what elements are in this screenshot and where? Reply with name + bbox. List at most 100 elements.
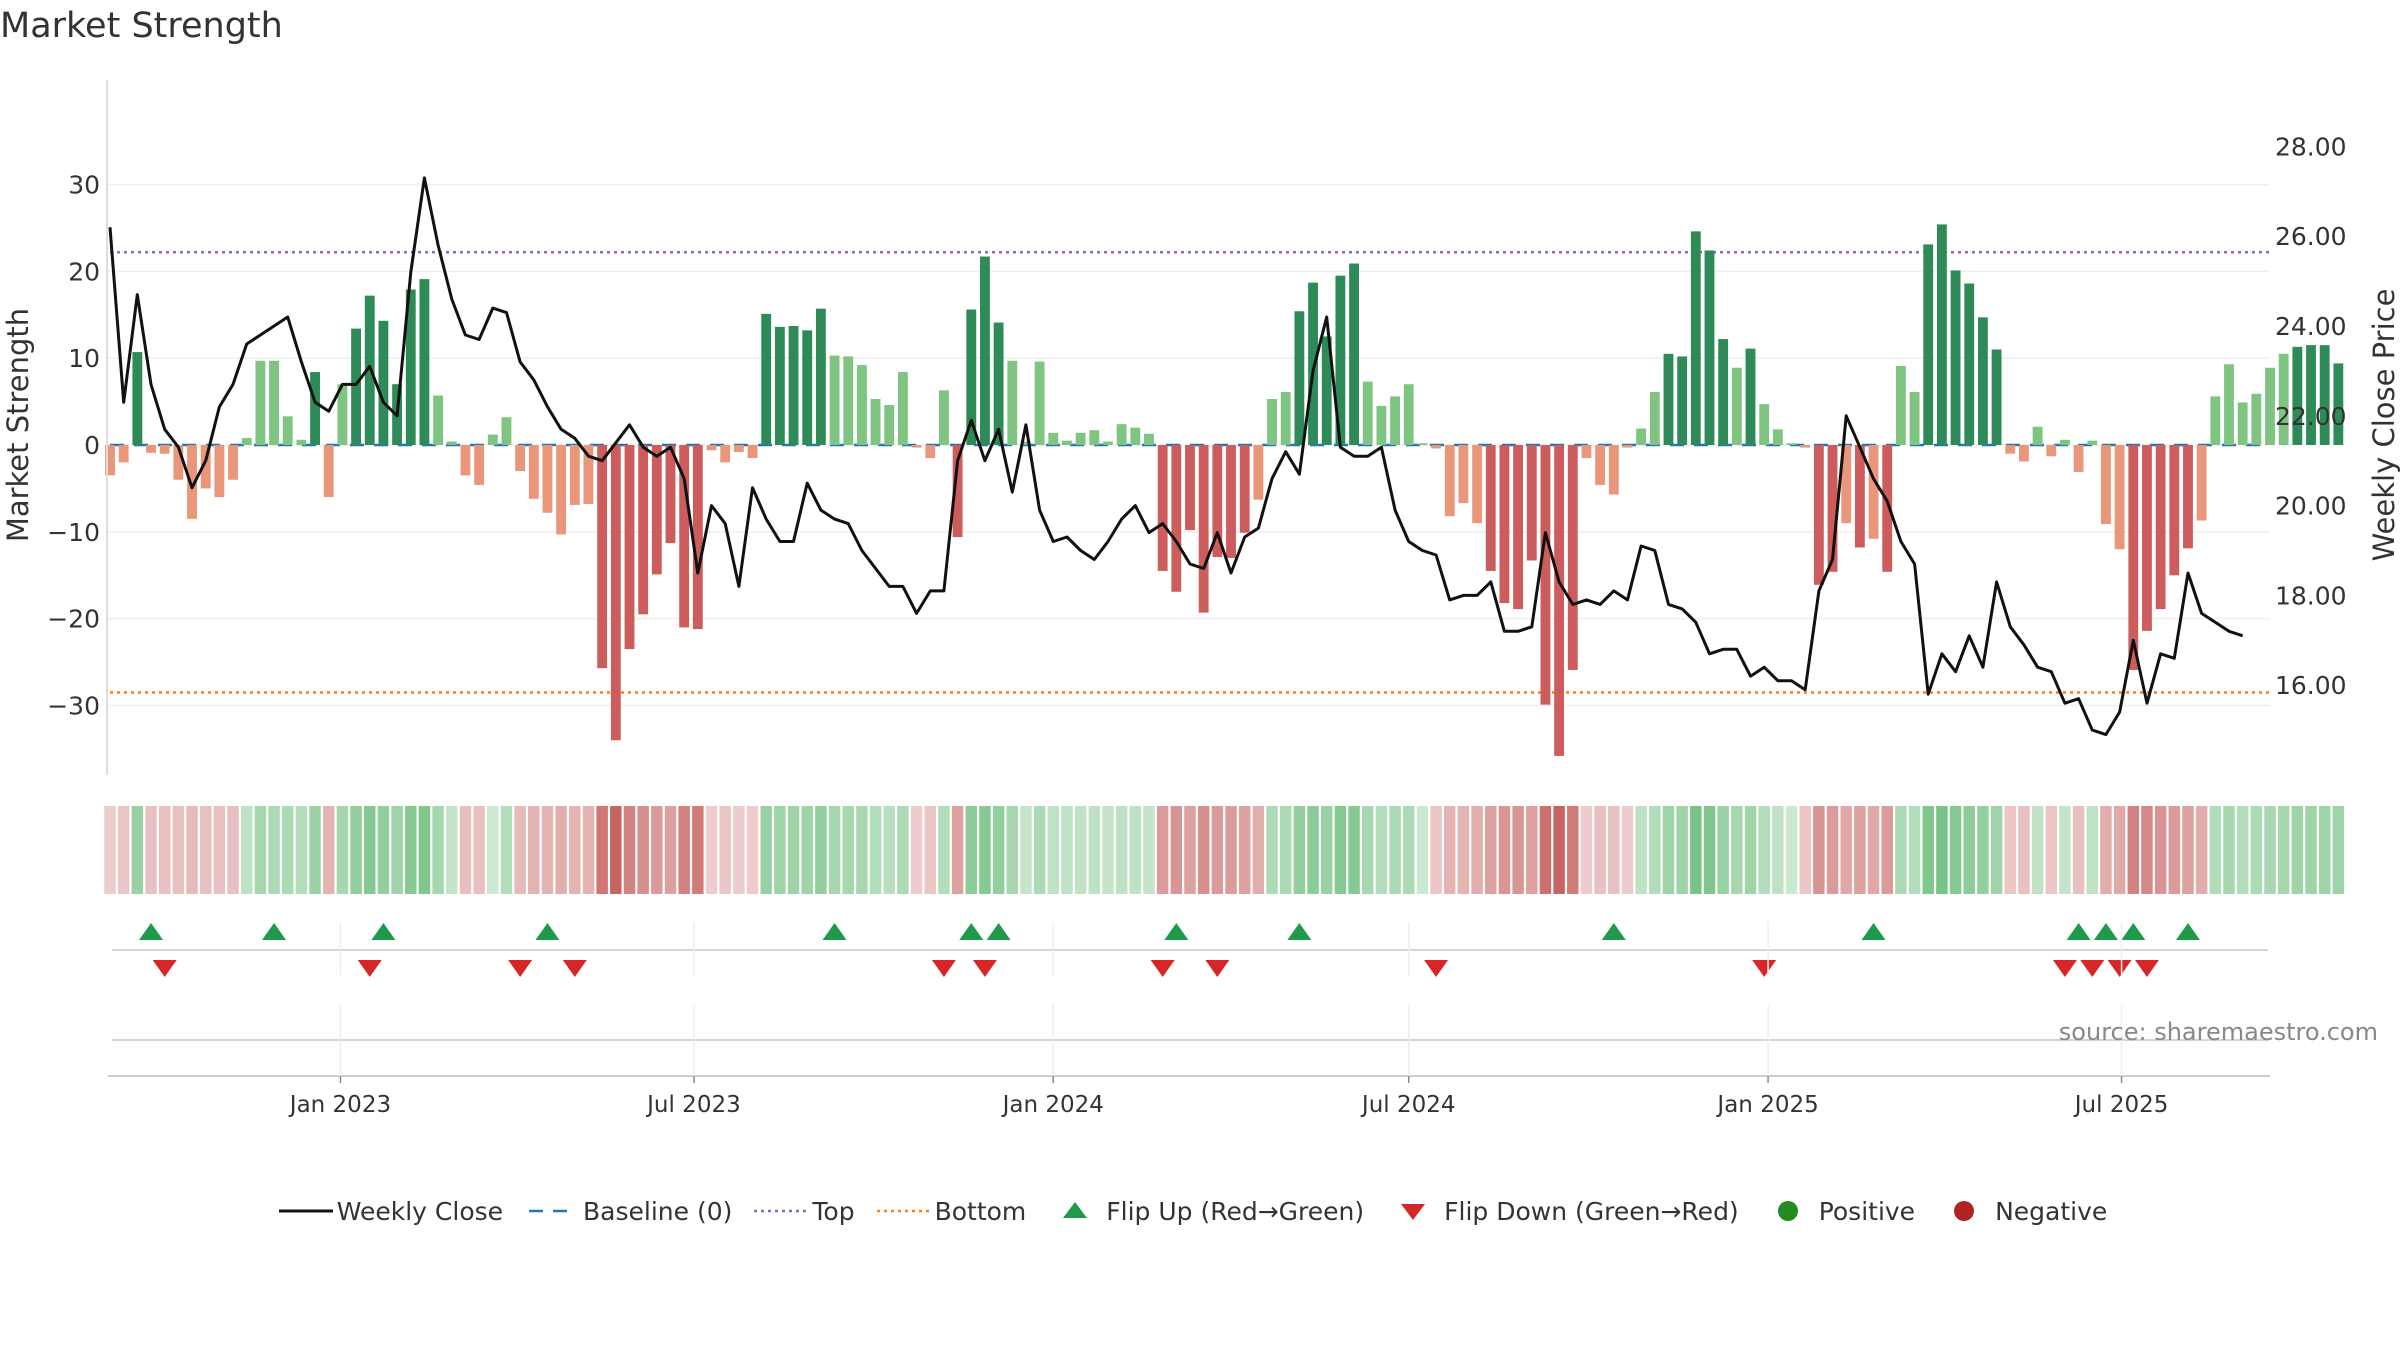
- strength-bar: [241, 438, 252, 445]
- strength-bar: [1212, 445, 1223, 558]
- flip-up-marker: [1861, 923, 1886, 940]
- heat-cell: [1744, 806, 1757, 894]
- heat-cell: [1526, 806, 1538, 894]
- heat-cell: [1279, 806, 1292, 894]
- strength-bar: [1335, 275, 1346, 445]
- x-tick-label: Jan 2023: [288, 1092, 391, 1118]
- heat-cell: [2168, 806, 2181, 894]
- x-axis: Jan 2023 Jul 2023 Jan 2024 Jul 2024 Jan 2025…: [108, 922, 2270, 1118]
- strength-bar: [1991, 349, 2002, 445]
- flip-down-marker: [1205, 960, 1230, 977]
- y2-tick-label: 16.00: [2275, 671, 2347, 700]
- flip-down-marker: [2052, 960, 2077, 977]
- heat-cell: [1197, 806, 1210, 894]
- strength-bar: [856, 365, 867, 445]
- strength-bar: [1198, 445, 1209, 613]
- strength-bar: [1554, 445, 1565, 756]
- legend-symbol-flip-up-icon: [1044, 1196, 1106, 1226]
- axes: 30 20 10 0 −10 −20 −30 28.00 26.00 24.00 22.00 20.0…: [47, 80, 2347, 775]
- y2-tick-label: 18.00: [2275, 581, 2347, 610]
- heat-cell: [1211, 806, 1224, 894]
- heat-cell: [1375, 806, 1388, 894]
- legend-item-weekly-close: Weekly Close: [275, 1196, 503, 1226]
- heat-cell: [364, 806, 376, 894]
- flip-up-marker: [262, 923, 287, 940]
- strength-bar: [269, 360, 279, 445]
- strength-bar: [2114, 445, 2125, 550]
- strength-bar: [610, 445, 621, 741]
- strength-bars: [105, 224, 2344, 756]
- strength-bar: [1895, 365, 1906, 445]
- heat-cell: [2031, 806, 2044, 894]
- chart-title: Market Strength: [0, 6, 283, 46]
- legend-label: Weekly Close: [336, 1196, 504, 1226]
- strength-bar: [515, 445, 526, 472]
- strength-bar: [337, 384, 348, 445]
- flip-down-marker: [562, 960, 587, 977]
- strength-bar: [474, 445, 485, 485]
- strength-bar: [1677, 356, 1688, 445]
- strength-bar: [870, 398, 881, 445]
- price-line: [108, 176, 2244, 737]
- flip-up-marker: [1601, 923, 1626, 940]
- strength-bar: [692, 445, 703, 630]
- heat-cell: [733, 806, 745, 894]
- legend-symbol-positive-icon: [1757, 1196, 1819, 1226]
- heat-cell: [1170, 806, 1183, 894]
- strength-bar: [146, 445, 156, 453]
- strength-bar: [200, 445, 211, 489]
- strength-bar: [1868, 445, 1879, 539]
- heat-cell: [2154, 806, 2167, 894]
- strength-bar: [1759, 404, 1770, 445]
- strength-bar: [1226, 445, 1236, 558]
- strength-bar: [1390, 396, 1400, 445]
- strength-bar: [1718, 339, 1729, 445]
- heat-cell: [1252, 806, 1265, 894]
- strength-bar: [1485, 445, 1496, 571]
- strength-bar: [1062, 440, 1072, 445]
- strength-bar: [2019, 445, 2029, 462]
- heat-cell: [2045, 806, 2058, 894]
- strength-bar: [310, 372, 320, 445]
- heat-cell: [1102, 806, 1114, 894]
- strength-bar: [556, 445, 567, 535]
- heat-cell: [1662, 806, 1675, 894]
- strength-bar: [1854, 445, 1865, 548]
- heat-cell: [336, 806, 349, 894]
- heat-cell: [473, 806, 485, 894]
- heat-cell: [1635, 806, 1647, 894]
- heat-cell: [1840, 806, 1852, 894]
- legend-item-negative: Negative: [1933, 1196, 2107, 1226]
- heat-cell: [1033, 806, 1046, 894]
- heat-cell: [1293, 806, 1306, 894]
- heat-cell: [1471, 806, 1483, 894]
- heat-cell: [1703, 806, 1716, 894]
- heat-cell: [1115, 806, 1128, 894]
- strength-bar: [2060, 439, 2070, 445]
- heat-cell: [131, 806, 144, 894]
- strength-bar: [1034, 361, 1045, 445]
- heat-cell: [1402, 806, 1415, 894]
- strength-bar: [747, 445, 758, 459]
- heat-cell: [1184, 806, 1196, 894]
- strength-bar: [1772, 429, 1783, 445]
- heat-cell: [2250, 806, 2263, 894]
- flip-down-marker: [2080, 960, 2105, 977]
- flip-down-marker: [152, 960, 177, 977]
- strength-bar: [132, 352, 143, 445]
- strength-bar: [1800, 445, 1811, 448]
- heat-cell: [1908, 806, 1921, 894]
- strength-bar: [1075, 432, 1086, 445]
- y2-tick-label: 20.00: [2275, 492, 2347, 521]
- strength-bar: [419, 279, 430, 445]
- strength-bar: [323, 445, 334, 498]
- heat-cell: [979, 806, 991, 894]
- heat-cell: [1785, 806, 1798, 894]
- heat-cell: [801, 806, 813, 894]
- heat-cell: [158, 806, 171, 894]
- strength-bar: [1103, 441, 1113, 445]
- strength-bar: [1458, 445, 1469, 504]
- strength-bar: [1130, 427, 1141, 445]
- heat-strip: [104, 806, 2345, 894]
- strength-bar: [214, 445, 225, 498]
